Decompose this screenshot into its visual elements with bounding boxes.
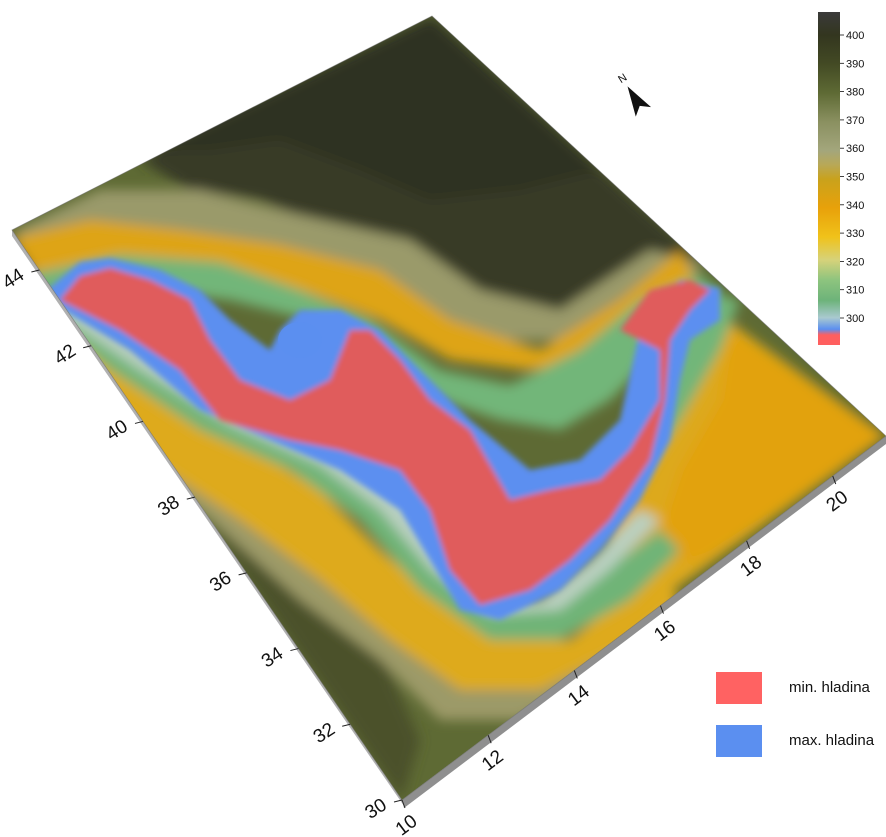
y-axis-tick [393,799,403,803]
y-axis-tick [31,269,40,273]
colorbar-min-swatch [818,335,840,345]
legend-swatch-min [716,672,762,704]
legend-swatch-max [716,725,762,757]
legend-item-min: min. hladina [716,672,886,706]
colorbar-label: 370 [846,115,864,127]
colorbar-label: 300 [846,313,864,325]
colorbar-label: 380 [846,87,864,99]
y-axis-tick [134,420,144,424]
surface-outline [11,15,886,801]
north-arrow-icon [627,86,652,117]
y-axis-label: 40 [103,416,132,445]
min-level-area [60,268,710,605]
north-arrow: N [616,72,652,117]
legend-label-max: max. hladina [789,732,875,749]
y-axis-label: 44 [0,264,28,293]
x-axis-label: 14 [564,681,594,711]
y-axis-label: 34 [258,643,288,672]
colorbar-labels: 400 390 380 370 360 350 340 330 320 310 300 [840,30,864,325]
y-axis-tick [83,345,92,349]
surface-side-left [12,230,404,806]
x-axis-label: 16 [650,616,680,645]
yellow-band-upper [12,220,700,370]
x-axis-label: 10 [392,811,422,837]
y-axis-label: 30 [362,795,391,824]
x-axis-label: 20 [823,487,853,516]
x-axis-label: 18 [737,552,767,581]
colorbar-label: 320 [846,256,864,268]
colorbar: 400 390 380 370 360 350 340 330 320 310 300 [818,12,864,345]
colorbar-label: 350 [846,172,864,184]
colorbar-label: 330 [846,228,864,240]
surface-side-right [402,436,886,808]
colorbar-ramp [818,12,840,335]
y-axis-tick [342,723,351,727]
x-axis-tick [659,605,664,614]
green-band-lower [50,300,680,640]
x-axis-label: 12 [478,746,508,775]
legend-item-max: max. hladina [716,725,886,759]
x-axis-tick [487,735,492,744]
y-axis-label: 32 [310,719,339,748]
x-axis-tick [746,540,751,550]
colorbar-label: 400 [846,30,864,42]
y-axis-tick [186,496,195,500]
legend-label-min: min. hladina [789,679,870,696]
y-axis-label: 36 [206,567,235,596]
y-axis-tick [238,572,247,576]
x-axis-tick [401,799,406,809]
y-axis-label: 38 [154,492,183,521]
peak-terrain [150,16,600,200]
y-axis-label: 42 [51,340,80,369]
x-axis-tick [832,475,837,485]
x-axis-tick [573,670,578,679]
colorbar-label: 390 [846,58,864,70]
north-label: N [616,72,629,86]
colorbar-label: 340 [846,200,864,212]
y-axis-tick [290,648,299,652]
colorbar-label: 310 [846,285,864,297]
colorbar-label: 360 [846,143,864,155]
orange-region-right [650,330,886,560]
yellow-band-lower [60,330,680,690]
max-level-bay [278,322,322,358]
